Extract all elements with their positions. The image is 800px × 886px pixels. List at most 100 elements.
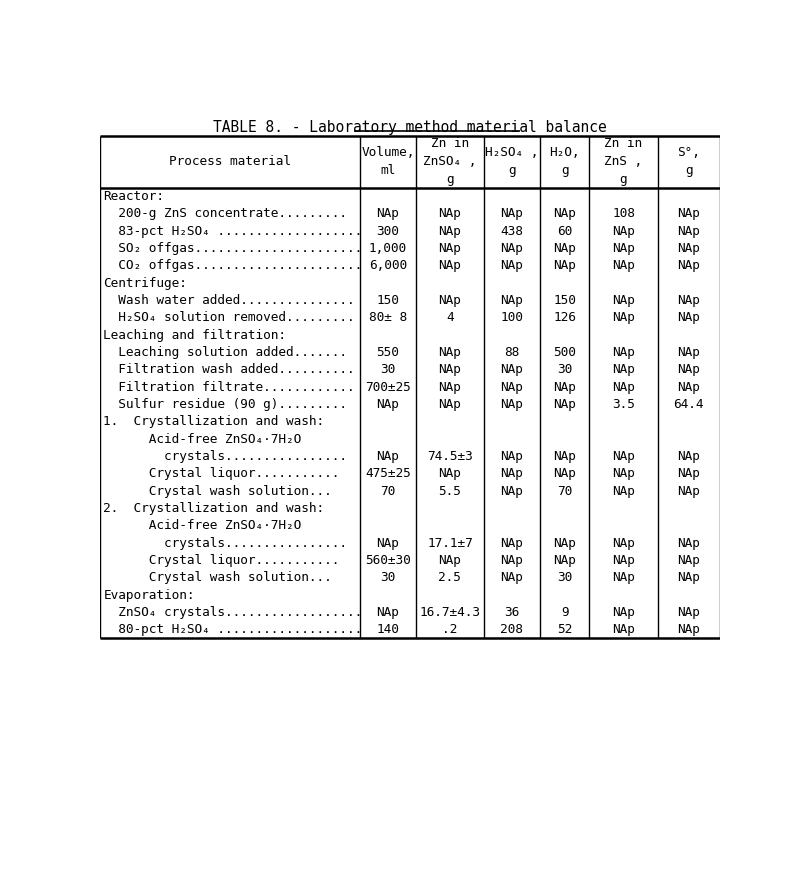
Text: NAp: NAp xyxy=(612,623,635,636)
Text: 30: 30 xyxy=(557,363,572,377)
Text: NAp: NAp xyxy=(501,242,523,255)
Text: 17.1±7: 17.1±7 xyxy=(427,537,473,549)
Text: CO₂ offgas......................: CO₂ offgas...................... xyxy=(103,260,362,272)
Text: Crystal wash solution...: Crystal wash solution... xyxy=(103,571,332,584)
Text: NAp: NAp xyxy=(438,363,462,377)
Text: Zn in
ZnSO₄ ,
g: Zn in ZnSO₄ , g xyxy=(423,137,477,186)
Text: Evaporation:: Evaporation: xyxy=(103,588,195,602)
Text: NAp: NAp xyxy=(612,606,635,619)
Text: H₂SO₄ ,
g: H₂SO₄ , g xyxy=(486,146,538,177)
Text: Wash water added...............: Wash water added............... xyxy=(103,294,355,307)
Text: 2.5: 2.5 xyxy=(438,571,462,584)
Text: Leaching solution added.......: Leaching solution added....... xyxy=(103,346,347,359)
Text: NAp: NAp xyxy=(612,554,635,567)
Text: S°,
g: S°, g xyxy=(677,146,700,177)
Text: NAp: NAp xyxy=(553,537,576,549)
Text: Filtration wash added..........: Filtration wash added.......... xyxy=(103,363,355,377)
Text: NAp: NAp xyxy=(438,554,462,567)
Text: NAp: NAp xyxy=(677,311,700,324)
Text: NAp: NAp xyxy=(612,225,635,237)
Text: crystals................: crystals................ xyxy=(103,537,347,549)
Text: 6,000: 6,000 xyxy=(369,260,407,272)
Text: NAp: NAp xyxy=(677,363,700,377)
Text: 108: 108 xyxy=(612,207,635,221)
Text: NAp: NAp xyxy=(501,537,523,549)
Text: Process material: Process material xyxy=(170,155,291,168)
Text: NAp: NAp xyxy=(677,381,700,393)
Text: Volume,
ml: Volume, ml xyxy=(362,146,414,177)
Text: NAp: NAp xyxy=(501,294,523,307)
Text: H₂O,
g: H₂O, g xyxy=(550,146,580,177)
Text: NAp: NAp xyxy=(677,242,700,255)
Text: 208: 208 xyxy=(501,623,523,636)
Text: 88: 88 xyxy=(504,346,519,359)
Text: 9: 9 xyxy=(561,606,569,619)
Text: NAp: NAp xyxy=(438,346,462,359)
Text: Sulfur residue (90 g).........: Sulfur residue (90 g)......... xyxy=(103,398,347,411)
Text: H₂SO₄ solution removed.........: H₂SO₄ solution removed......... xyxy=(103,311,355,324)
Text: Crystal wash solution...: Crystal wash solution... xyxy=(103,485,332,498)
Text: NAp: NAp xyxy=(438,225,462,237)
Text: 3.5: 3.5 xyxy=(612,398,635,411)
Text: NAp: NAp xyxy=(501,381,523,393)
Text: Acid-free ZnSO₄·7H₂O: Acid-free ZnSO₄·7H₂O xyxy=(103,519,302,532)
Text: 500: 500 xyxy=(553,346,576,359)
Text: NAp: NAp xyxy=(677,606,700,619)
Text: NAp: NAp xyxy=(501,398,523,411)
Text: 83-pct H₂SO₄ ...................: 83-pct H₂SO₄ ................... xyxy=(103,225,362,237)
Text: NAp: NAp xyxy=(612,381,635,393)
Text: NAp: NAp xyxy=(553,242,576,255)
Text: NAp: NAp xyxy=(677,294,700,307)
Text: Centrifuge:: Centrifuge: xyxy=(103,276,187,290)
Text: NAp: NAp xyxy=(377,450,399,463)
Text: 200-g ZnS concentrate.........: 200-g ZnS concentrate......... xyxy=(103,207,347,221)
Text: 74.5±3: 74.5±3 xyxy=(427,450,473,463)
Text: NAp: NAp xyxy=(553,398,576,411)
Text: NAp: NAp xyxy=(677,260,700,272)
Text: 5.5: 5.5 xyxy=(438,485,462,498)
Text: NAp: NAp xyxy=(377,606,399,619)
Text: 64.4: 64.4 xyxy=(674,398,704,411)
Text: 438: 438 xyxy=(501,225,523,237)
Text: 70: 70 xyxy=(557,485,572,498)
Text: 1.  Crystallization and wash:: 1. Crystallization and wash: xyxy=(103,416,325,428)
Text: 70: 70 xyxy=(380,485,395,498)
Text: 2.  Crystallization and wash:: 2. Crystallization and wash: xyxy=(103,502,325,515)
Text: 80-pct H₂SO₄ ...................: 80-pct H₂SO₄ ................... xyxy=(103,623,362,636)
Text: 30: 30 xyxy=(557,571,572,584)
Text: 1,000: 1,000 xyxy=(369,242,407,255)
Text: 140: 140 xyxy=(377,623,399,636)
Text: NAp: NAp xyxy=(612,537,635,549)
Text: NAp: NAp xyxy=(612,346,635,359)
Text: 4: 4 xyxy=(446,311,454,324)
Text: NAp: NAp xyxy=(677,554,700,567)
Text: NAp: NAp xyxy=(553,554,576,567)
Text: NAp: NAp xyxy=(677,485,700,498)
Text: NAp: NAp xyxy=(377,398,399,411)
Text: 300: 300 xyxy=(377,225,399,237)
Text: 36: 36 xyxy=(504,606,519,619)
Text: Crystal liquor...........: Crystal liquor........... xyxy=(103,554,340,567)
Text: Filtration filtrate............: Filtration filtrate............ xyxy=(103,381,355,393)
Text: NAp: NAp xyxy=(553,450,576,463)
Text: Crystal liquor...........: Crystal liquor........... xyxy=(103,467,340,480)
Text: Leaching and filtration:: Leaching and filtration: xyxy=(103,329,286,342)
Text: Acid-free ZnSO₄·7H₂O: Acid-free ZnSO₄·7H₂O xyxy=(103,432,302,446)
Text: NAp: NAp xyxy=(501,260,523,272)
Text: ZnSO₄ crystals..................: ZnSO₄ crystals.................. xyxy=(103,606,362,619)
Text: NAp: NAp xyxy=(677,623,700,636)
Text: NAp: NAp xyxy=(553,207,576,221)
Text: NAp: NAp xyxy=(612,571,635,584)
Text: 150: 150 xyxy=(377,294,399,307)
Text: NAp: NAp xyxy=(438,260,462,272)
Text: NAp: NAp xyxy=(612,242,635,255)
Text: NAp: NAp xyxy=(612,467,635,480)
Text: NAp: NAp xyxy=(438,398,462,411)
Text: NAp: NAp xyxy=(438,207,462,221)
Text: 100: 100 xyxy=(501,311,523,324)
Text: NAp: NAp xyxy=(553,381,576,393)
Text: 550: 550 xyxy=(377,346,399,359)
Text: NAp: NAp xyxy=(612,294,635,307)
Text: NAp: NAp xyxy=(612,311,635,324)
Text: TABLE 8. - Laboratory method material balance: TABLE 8. - Laboratory method material ba… xyxy=(213,120,607,136)
